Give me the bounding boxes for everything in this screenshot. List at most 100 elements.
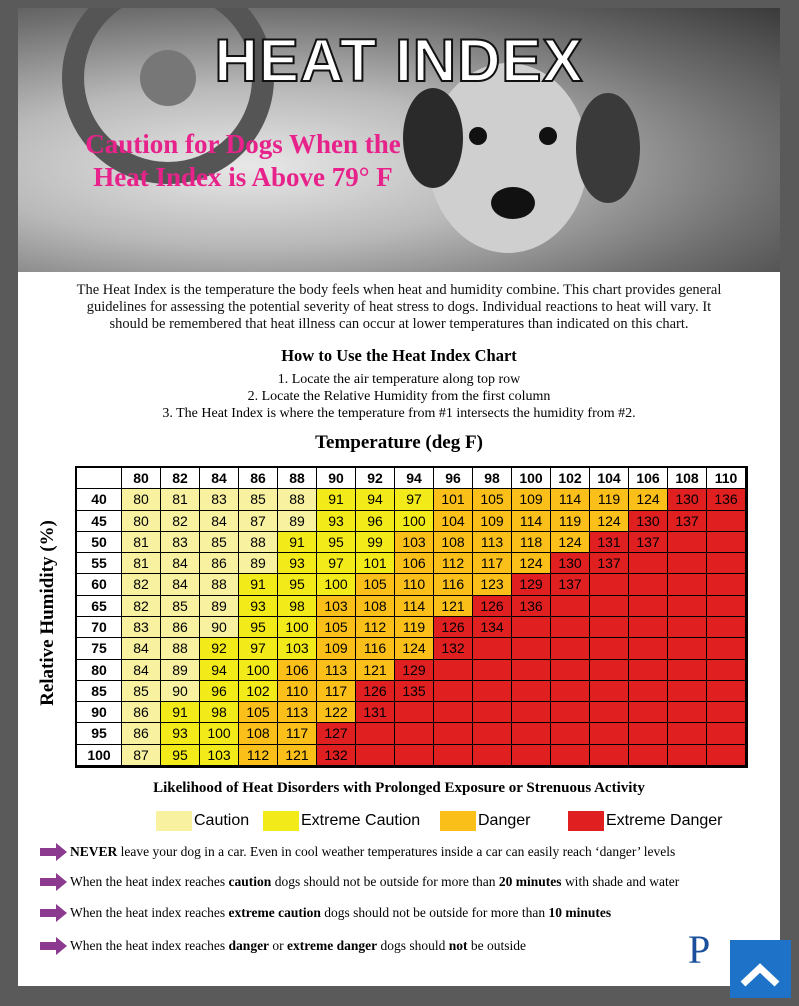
humidity-header: 40 bbox=[77, 489, 122, 511]
heat-index-cell: 136 bbox=[707, 489, 746, 511]
bullet-arrow bbox=[40, 904, 67, 922]
empty-cell bbox=[395, 744, 434, 766]
howto-step: 3. The Heat Index is where the temperatu… bbox=[162, 406, 636, 421]
heat-index-cell: 89 bbox=[161, 659, 200, 681]
heat-index-cell: 130 bbox=[629, 510, 668, 532]
heat-index-cell: 87 bbox=[239, 510, 278, 532]
photo-shapes bbox=[62, 8, 640, 253]
empty-cell bbox=[707, 680, 746, 703]
intro-line: The Heat Index is the temperature the bo… bbox=[76, 282, 722, 298]
intro-line: should be remembered that heat illness c… bbox=[109, 316, 689, 332]
empty-cell bbox=[707, 531, 746, 554]
heat-index-cell: 113 bbox=[473, 531, 512, 554]
temperature-header: 92 bbox=[356, 468, 395, 490]
humidity-header: 50 bbox=[77, 531, 122, 554]
heat-index-cell: 93 bbox=[317, 510, 356, 532]
heat-index-cell: 118 bbox=[512, 531, 551, 554]
heat-index-cell: 85 bbox=[161, 595, 200, 617]
humidity-header: 90 bbox=[77, 702, 122, 724]
heat-index-cell: 127 bbox=[317, 723, 356, 745]
heat-index-cell: 85 bbox=[200, 531, 239, 554]
empty-cell bbox=[512, 617, 551, 639]
heat-index-cell: 82 bbox=[122, 574, 161, 596]
heat-index-cell: 83 bbox=[161, 531, 200, 554]
row-title: Relative Humidity (%) bbox=[37, 520, 58, 706]
empty-cell bbox=[707, 553, 746, 575]
temperature-header: 102 bbox=[551, 468, 590, 490]
heat-index-cell: 123 bbox=[473, 574, 512, 596]
wheel-hub bbox=[140, 50, 196, 106]
heat-index-cell: 89 bbox=[239, 553, 278, 575]
temperature-header: 82 bbox=[161, 468, 200, 490]
heat-index-cell: 121 bbox=[434, 595, 473, 617]
humidity-header: 85 bbox=[77, 680, 122, 703]
howto-step: 2. Locate the Relative Humidity from the… bbox=[247, 389, 551, 404]
text: dogs should not be outside for more than bbox=[320, 905, 549, 920]
heat-index-cell: 109 bbox=[317, 638, 356, 660]
heat-index-cell: 100 bbox=[239, 659, 278, 681]
bold-text: extreme caution bbox=[228, 905, 321, 920]
heat-index-cell: 103 bbox=[200, 744, 239, 766]
arrow-shape bbox=[40, 937, 67, 955]
bullet-arrow bbox=[40, 873, 67, 891]
humidity-header: 80 bbox=[77, 659, 122, 681]
heat-index-cell: 83 bbox=[200, 489, 239, 511]
dog-ear bbox=[576, 93, 640, 203]
legend-label: Caution bbox=[194, 812, 250, 829]
heat-index-cell: 100 bbox=[200, 723, 239, 745]
legend-title: Likelihood of Heat Disorders with Prolon… bbox=[153, 780, 645, 796]
heat-index-cell: 91 bbox=[161, 702, 200, 724]
heat-index-cell: 85 bbox=[122, 680, 161, 703]
heat-index-cell: 108 bbox=[239, 723, 278, 745]
humidity-header: 70 bbox=[77, 617, 122, 639]
heat-index-cell: 114 bbox=[512, 510, 551, 532]
empty-cell bbox=[629, 680, 668, 703]
empty-cell bbox=[629, 723, 668, 745]
empty-cell bbox=[707, 510, 746, 532]
heat-index-cell: 119 bbox=[551, 510, 590, 532]
heat-index-cell: 94 bbox=[356, 489, 395, 511]
heat-index-cell: 108 bbox=[356, 595, 395, 617]
heat-index-cell: 137 bbox=[551, 574, 590, 596]
empty-cell bbox=[668, 680, 707, 703]
empty-cell bbox=[512, 702, 551, 724]
empty-cell bbox=[512, 659, 551, 681]
empty-cell bbox=[590, 574, 629, 596]
empty-cell bbox=[512, 744, 551, 766]
heat-index-cell: 90 bbox=[200, 617, 239, 639]
heat-index-cell: 80 bbox=[122, 510, 161, 532]
empty-cell bbox=[434, 744, 473, 766]
heat-index-cell: 119 bbox=[395, 617, 434, 639]
heat-index-cell: 97 bbox=[239, 638, 278, 660]
heat-index-cell: 82 bbox=[122, 595, 161, 617]
heat-index-cell: 91 bbox=[278, 531, 317, 554]
heat-index-cell: 100 bbox=[395, 510, 434, 532]
empty-cell bbox=[629, 638, 668, 660]
heat-index-cell: 126 bbox=[434, 617, 473, 639]
empty-cell bbox=[707, 574, 746, 596]
heat-index-cell: 129 bbox=[395, 659, 434, 681]
empty-cell bbox=[707, 617, 746, 639]
empty-cell bbox=[551, 744, 590, 766]
empty-cell bbox=[473, 723, 512, 745]
text: When the heat index reaches bbox=[70, 874, 229, 889]
heat-index-cell: 106 bbox=[395, 553, 434, 575]
heat-index-cell: 135 bbox=[395, 680, 434, 703]
heat-index-cell: 117 bbox=[278, 723, 317, 745]
heat-index-cell: 91 bbox=[317, 489, 356, 511]
heat-index-cell: 105 bbox=[239, 702, 278, 724]
heat-index-cell: 82 bbox=[161, 510, 200, 532]
empty-cell bbox=[356, 723, 395, 745]
empty-cell bbox=[668, 595, 707, 617]
heat-index-cell: 124 bbox=[590, 510, 629, 532]
humidity-header: 95 bbox=[77, 723, 122, 745]
empty-cell bbox=[590, 723, 629, 745]
heat-index-cell: 83 bbox=[122, 617, 161, 639]
humidity-header: 60 bbox=[77, 574, 122, 596]
heat-index-cell: 112 bbox=[434, 553, 473, 575]
heat-index-cell: 132 bbox=[434, 638, 473, 660]
empty-cell bbox=[668, 659, 707, 681]
legend-label: Danger bbox=[478, 812, 531, 829]
temperature-header: 80 bbox=[122, 468, 161, 490]
empty-cell bbox=[512, 638, 551, 660]
